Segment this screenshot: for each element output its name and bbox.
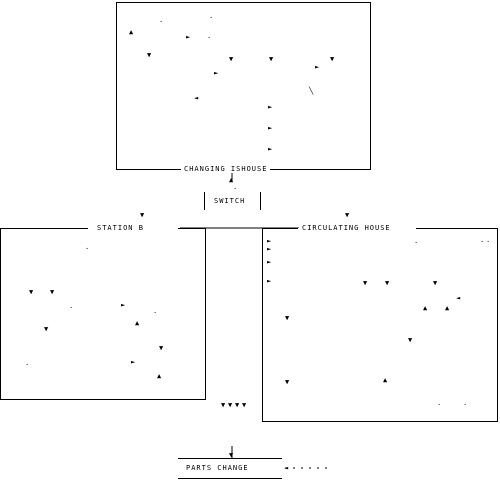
triangle-right-icon: ► xyxy=(186,33,191,41)
dot-icon: · xyxy=(233,185,238,193)
triangle-down-icon: ▼ xyxy=(363,279,368,287)
triangle-down-icon: ▼ xyxy=(228,401,233,409)
right-frame-top-edge-a xyxy=(262,228,298,229)
triangle-right-icon: ► xyxy=(268,103,273,111)
switch-left-bar xyxy=(204,192,205,210)
triangle-down-icon: ▼ xyxy=(229,451,234,459)
top-frame xyxy=(116,2,371,170)
triangle-down-icon: ▼ xyxy=(235,401,240,409)
triangle-down-icon: ▼ xyxy=(147,51,152,59)
switch-label: SWITCH xyxy=(211,197,249,205)
dot-icon: · xyxy=(25,361,30,369)
triangle-up-icon: ▲ xyxy=(229,176,234,184)
triangle-right-icon: ► xyxy=(121,301,126,309)
left-frame xyxy=(0,228,206,400)
triangle-down-icon: ▼ xyxy=(159,344,164,352)
right-frame-top-edge-b xyxy=(416,228,498,229)
dot-icon: · xyxy=(414,239,419,247)
right-frame-label: CIRCULATING HOUSE xyxy=(299,224,394,232)
triangle-right-icon: ► xyxy=(267,258,272,266)
bottom-box-label: PARTS CHANGE xyxy=(183,464,252,472)
triangle-up-icon: ▲ xyxy=(445,304,450,312)
triangle-down-icon: ▼ xyxy=(285,314,290,322)
bottom-box-top xyxy=(178,458,282,459)
triangle-down-icon: ▼ xyxy=(29,288,34,296)
dot-icon: · xyxy=(209,14,214,22)
triangle-left-icon: ◄ xyxy=(456,294,461,302)
dot-icon: · xyxy=(69,304,74,312)
triangle-right-icon: ► xyxy=(131,358,136,366)
triangle-down-icon: ▼ xyxy=(44,325,49,333)
triangle-left-icon: ◄ xyxy=(194,94,199,102)
dot-icon: · xyxy=(437,401,442,409)
triangle-right-icon: ► xyxy=(268,124,273,132)
triangle-up-icon: ▲ xyxy=(157,372,162,380)
dot-icon: · xyxy=(207,34,212,42)
dot-icon: · xyxy=(159,18,164,26)
triangle-right-icon: ► xyxy=(214,69,219,77)
triangle-down-icon: ▼ xyxy=(285,378,290,386)
dot-icon: · xyxy=(463,401,468,409)
bottom-box-bottom xyxy=(178,478,282,479)
triangle-down-icon: ▼ xyxy=(408,336,413,344)
triangle-right-icon: ► xyxy=(267,245,272,253)
triangle-down-icon: ▼ xyxy=(330,55,335,63)
switch-right-bar xyxy=(260,192,261,210)
dot-icon: · xyxy=(480,238,485,246)
triangle-down-icon: ▼ xyxy=(269,55,274,63)
triangle-down-icon: ▼ xyxy=(345,211,350,219)
right-frame xyxy=(262,228,498,422)
left-frame-top-edge-b xyxy=(178,228,206,229)
triangle-right-icon: ► xyxy=(267,237,272,245)
top-frame-label: CHANGING ISHOUSE xyxy=(181,165,271,173)
triangle-right-icon: ► xyxy=(267,277,272,285)
left-frame-label: STATION B xyxy=(94,224,147,232)
triangle-down-icon: ▼ xyxy=(140,211,145,219)
tick-icon: ╲ xyxy=(309,87,314,95)
triangle-down-icon: ▼ xyxy=(221,401,226,409)
dot-icon: · xyxy=(486,238,491,246)
triangle-down-icon: ▼ xyxy=(229,55,234,63)
triangle-up-icon: ▲ xyxy=(135,319,140,327)
triangle-down-icon: ▼ xyxy=(50,288,55,296)
triangle-down-icon: ▼ xyxy=(433,279,438,287)
dot-icon: · xyxy=(153,309,158,317)
triangle-down-icon: ▼ xyxy=(242,401,247,409)
triangle-right-icon: ► xyxy=(268,145,273,153)
triangle-left-icon: ◄ xyxy=(284,464,289,472)
dot-icon: · xyxy=(85,245,90,253)
triangle-up-icon: ▲ xyxy=(423,304,428,312)
triangle-up-icon: ▲ xyxy=(383,376,388,384)
triangle-down-icon: ▼ xyxy=(385,279,390,287)
left-frame-top-edge-a xyxy=(0,228,88,229)
triangle-right-icon: ► xyxy=(315,63,320,71)
triangle-up-icon: ▲ xyxy=(129,28,134,36)
